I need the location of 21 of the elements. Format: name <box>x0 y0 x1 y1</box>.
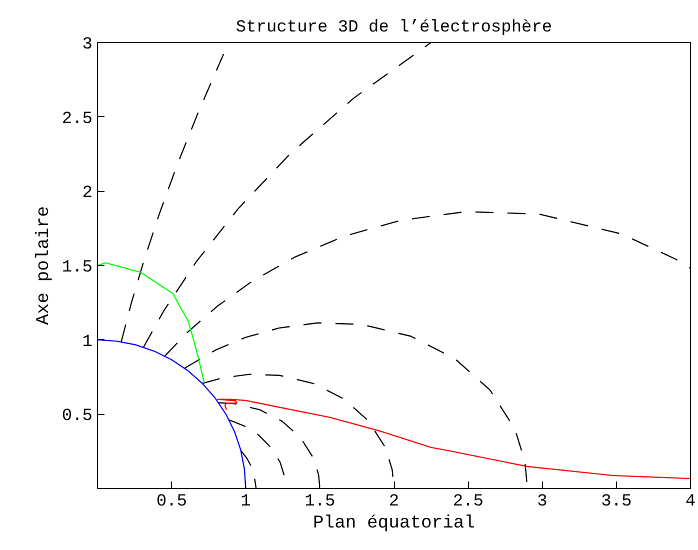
y-tick-label: 1.5 <box>62 258 93 278</box>
y-tick-label: 0.5 <box>62 407 93 426</box>
x-tick-label: 3 <box>537 492 548 512</box>
line-series <box>98 339 246 488</box>
y-tick-label: 1 <box>82 332 92 352</box>
x-axis-title: Plan équatorial <box>312 514 476 534</box>
chart-title: Structure 3D de l’électrosphère <box>236 18 552 38</box>
x-tick-label: 3.5 <box>601 492 632 512</box>
x-tick-label: 1.5 <box>304 492 336 512</box>
line-series <box>98 262 205 384</box>
x-tick-label: 4 <box>685 492 696 512</box>
line-series <box>240 450 257 488</box>
line-series <box>216 398 690 480</box>
y-tick-label: 3 <box>82 36 92 54</box>
x-tick-label: 2 <box>388 492 400 512</box>
y-tick-label: 2 <box>82 184 92 204</box>
x-tick-label: 0.5 <box>156 492 187 512</box>
y-tick-label: 2.5 <box>62 110 93 129</box>
x-tick-label: 2.5 <box>452 492 484 512</box>
x-tick-label: 1 <box>240 492 251 512</box>
y-axis-title: Axe polaire <box>34 206 54 325</box>
